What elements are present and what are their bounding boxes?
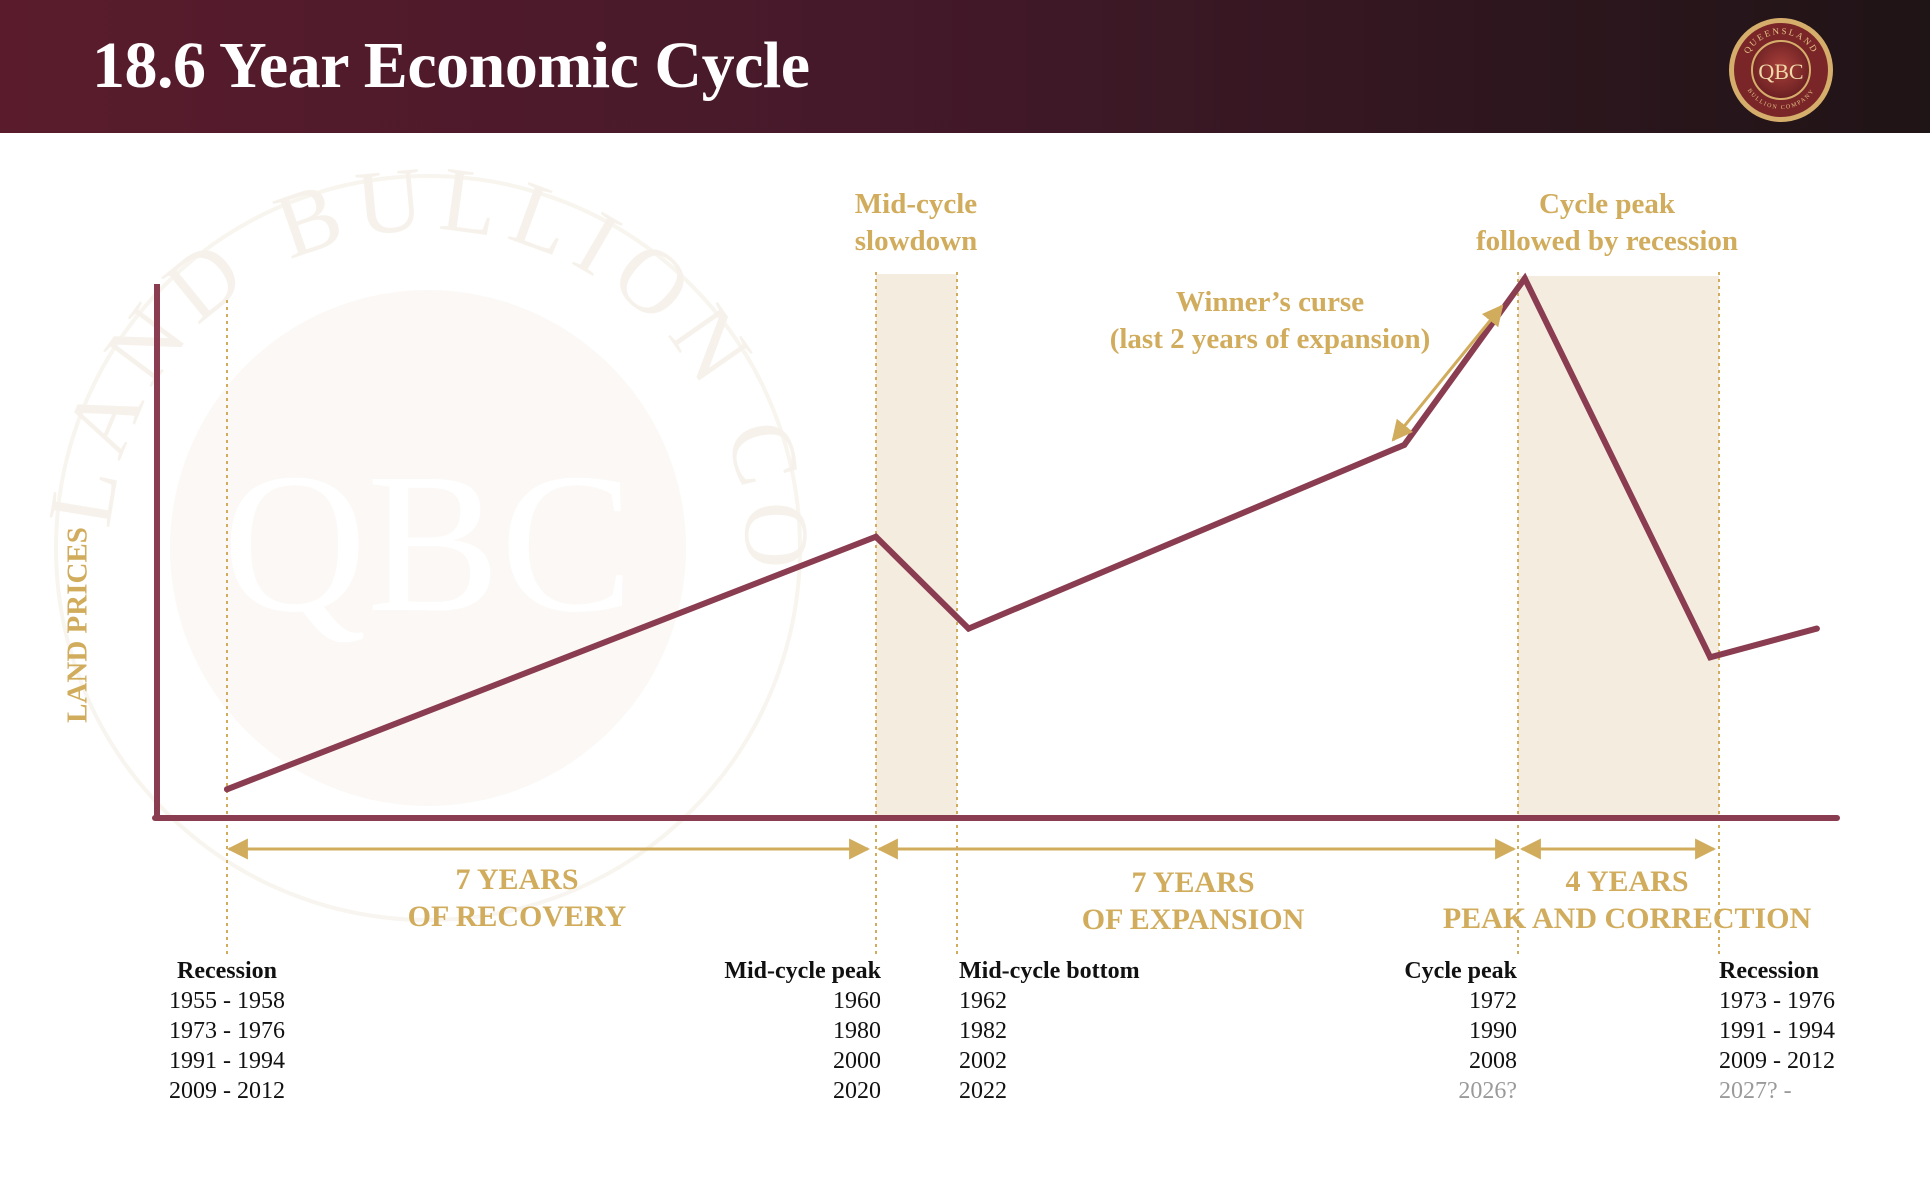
timeline-row: 1990 xyxy=(1469,1018,1517,1044)
watermark-monogram: QBC xyxy=(222,433,633,654)
header-bar: 18.6 Year Economic Cycle QUEENSLAND BULL… xyxy=(0,0,1930,133)
peak-recession-shade xyxy=(1518,276,1719,818)
timeline-row: 2020 xyxy=(833,1078,881,1104)
timeline-row: 2000 xyxy=(833,1048,881,1074)
phase-recovery-label: 7 YEARS OF RECOVERY xyxy=(407,863,627,933)
timeline-row: 2027? - xyxy=(1719,1078,1792,1104)
data-point-2 xyxy=(965,625,972,632)
timeline-row: 2009 - 2012 xyxy=(1719,1048,1835,1074)
data-point-5 xyxy=(1707,654,1714,661)
timeline-row: 1980 xyxy=(833,1018,881,1044)
timeline-midcycle-bottom: Mid-cycle bottom 1962 1982 2002 2022 xyxy=(959,956,1179,1106)
timeline-cycle-peak: Cycle peak 1972 1990 2008 2026? xyxy=(1340,956,1517,1106)
qbc-logo: QUEENSLAND BULLION COMPANY QBC xyxy=(1729,18,1833,122)
timeline-row: 1955 - 1958 xyxy=(169,988,285,1014)
cycle-peak-annotation: Cycle peak followed by recession xyxy=(1475,188,1739,257)
phase-expansion-label: 7 YEARS OF EXPANSION xyxy=(1081,866,1305,936)
timeline-row: 1972 xyxy=(1469,988,1517,1014)
data-point-4 xyxy=(1521,275,1528,282)
timeline-row: 1991 - 1994 xyxy=(169,1048,285,1074)
winners-curse-arrow xyxy=(1391,304,1504,442)
timeline-row: 1973 - 1976 xyxy=(1719,988,1835,1014)
phase-correction-label: 4 YEARS PEAK AND CORRECTION xyxy=(1442,865,1812,935)
timeline-row: 1991 - 1994 xyxy=(1719,1018,1835,1044)
data-point-3 xyxy=(1401,441,1408,448)
logo-monogram: QBC xyxy=(1758,59,1803,84)
page-title: 18.6 Year Economic Cycle xyxy=(92,29,810,102)
timeline-row: 1962 xyxy=(959,988,1007,1014)
timeline-row: 1973 - 1976 xyxy=(169,1018,285,1044)
data-points xyxy=(224,275,1820,793)
y-axis-label: LAND PRICES xyxy=(61,527,94,723)
timeline-row: 2002 xyxy=(959,1048,1007,1074)
data-point-6 xyxy=(1813,625,1820,632)
data-point-0 xyxy=(224,786,230,793)
timeline-recession-start: Recession 1955 - 1958 1973 - 1976 1991 -… xyxy=(169,958,285,1104)
timeline-row: 2026? xyxy=(1458,1078,1517,1104)
mid-cycle-annotation: Mid-cycle slowdown xyxy=(854,188,978,257)
timeline-row: 1982 xyxy=(959,1018,1007,1044)
watermark-logo: QUEENSLAND BULLION COMPANY QBC xyxy=(0,0,817,922)
winners-curse-annotation: Winner’s curse (last 2 years of expansio… xyxy=(1109,286,1431,355)
timeline-recession-end: Recession 1973 - 1976 1991 - 1994 2009 -… xyxy=(1719,956,1869,1106)
data-point-1 xyxy=(872,533,879,540)
timeline-midcycle-peak: Mid-cycle peak 1960 1980 2000 2020 xyxy=(680,956,881,1106)
timeline-row: 2008 xyxy=(1469,1048,1517,1074)
timeline-row: 1960 xyxy=(833,988,881,1014)
timeline-row: 2009 - 2012 xyxy=(169,1078,285,1104)
timeline-row: 2022 xyxy=(959,1078,1007,1104)
